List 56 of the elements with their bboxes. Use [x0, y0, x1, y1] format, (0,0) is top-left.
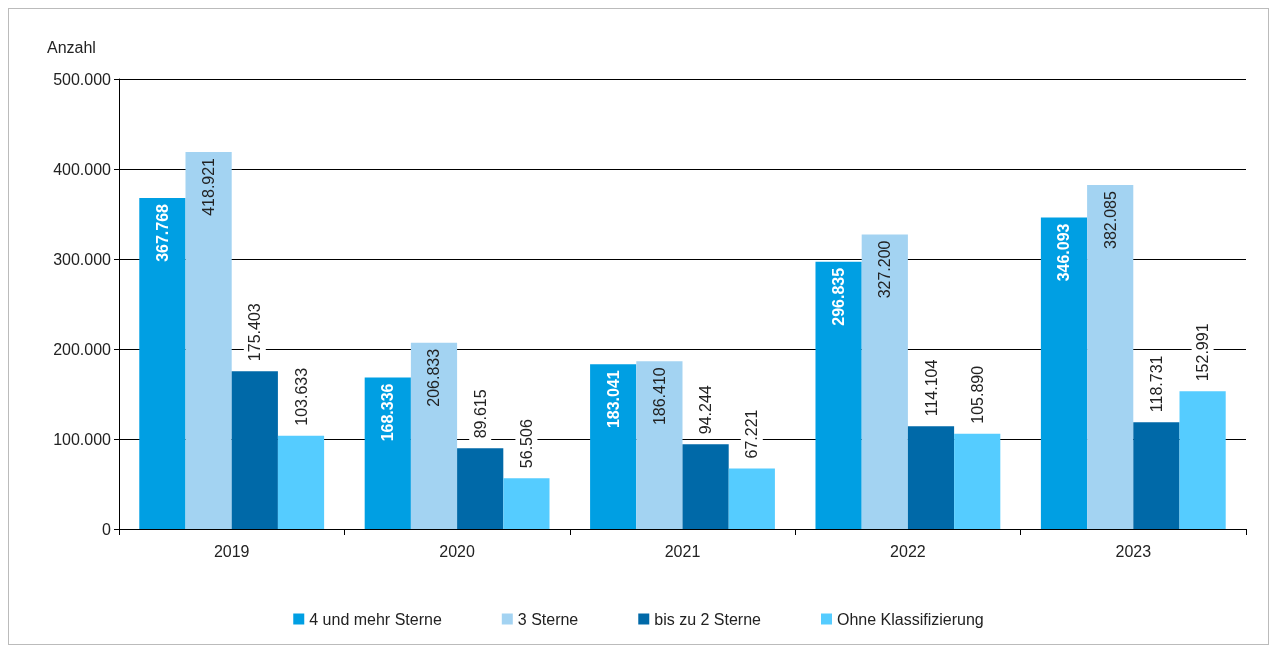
- bar: [410, 342, 458, 529]
- data-label: 94.244: [697, 385, 715, 435]
- y-tick-label: 200.000: [53, 340, 112, 358]
- bar: [139, 198, 186, 529]
- data-label: 175.403: [246, 303, 264, 362]
- bar: [277, 435, 325, 529]
- x-tick-label: 2023: [1115, 542, 1152, 560]
- data-label: 105.890: [968, 365, 986, 424]
- data-label: 296.835: [830, 267, 848, 326]
- bar: [1133, 422, 1180, 529]
- data-label: 206.833: [425, 348, 443, 407]
- data-label: 152.991: [1194, 323, 1212, 382]
- bar: [728, 468, 775, 529]
- data-label: 367.768: [153, 203, 171, 262]
- bar: [231, 371, 278, 529]
- bar: [457, 448, 504, 529]
- y-tick-label: 300.000: [53, 250, 112, 268]
- data-label: 67.221: [743, 409, 761, 459]
- legend-label: 3 Sterne: [517, 610, 579, 628]
- legend-label: 4 und mehr Sterne: [309, 610, 442, 628]
- bar: [503, 478, 550, 529]
- data-label: 168.336: [379, 383, 397, 442]
- x-tick-label: 2022: [890, 542, 926, 560]
- bar: [636, 361, 683, 529]
- bar: [682, 444, 729, 529]
- y-tick-label: 0: [102, 520, 112, 538]
- bar: [1040, 217, 1088, 529]
- data-label: 346.093: [1055, 223, 1073, 282]
- x-tick-label: 2021: [664, 542, 701, 560]
- y-tick-label: 500.000: [53, 70, 112, 88]
- data-label: 327.200: [876, 240, 894, 299]
- bar: [1087, 185, 1134, 529]
- bar: [954, 433, 1001, 529]
- data-label: 183.041: [604, 370, 622, 429]
- data-label: 186.410: [650, 367, 668, 426]
- bar: [861, 234, 908, 529]
- x-tick-label: 2019: [213, 542, 250, 560]
- bar: [907, 426, 955, 529]
- legend-label: bis zu 2 Sterne: [654, 610, 762, 628]
- legend-label: Ohne Klassifizierung: [837, 610, 984, 628]
- bar: [185, 151, 232, 529]
- bar: [1179, 391, 1226, 529]
- bar: [815, 261, 862, 529]
- data-label: 382.085: [1101, 191, 1119, 249]
- data-label: 89.615: [471, 389, 489, 439]
- bar: [590, 364, 637, 529]
- data-label: 56.506: [517, 419, 535, 469]
- data-label: 418.921: [200, 157, 218, 216]
- data-label: 103.633: [292, 367, 310, 426]
- y-tick-label: 100.000: [53, 430, 112, 448]
- data-label: 118.731: [1147, 355, 1165, 413]
- data-label: 114.104: [922, 359, 940, 417]
- bar: [364, 377, 411, 529]
- y-tick-label: 400.000: [53, 160, 112, 178]
- x-tick-label: 2020: [439, 542, 475, 560]
- y-axis-title: Anzahl: [47, 38, 96, 56]
